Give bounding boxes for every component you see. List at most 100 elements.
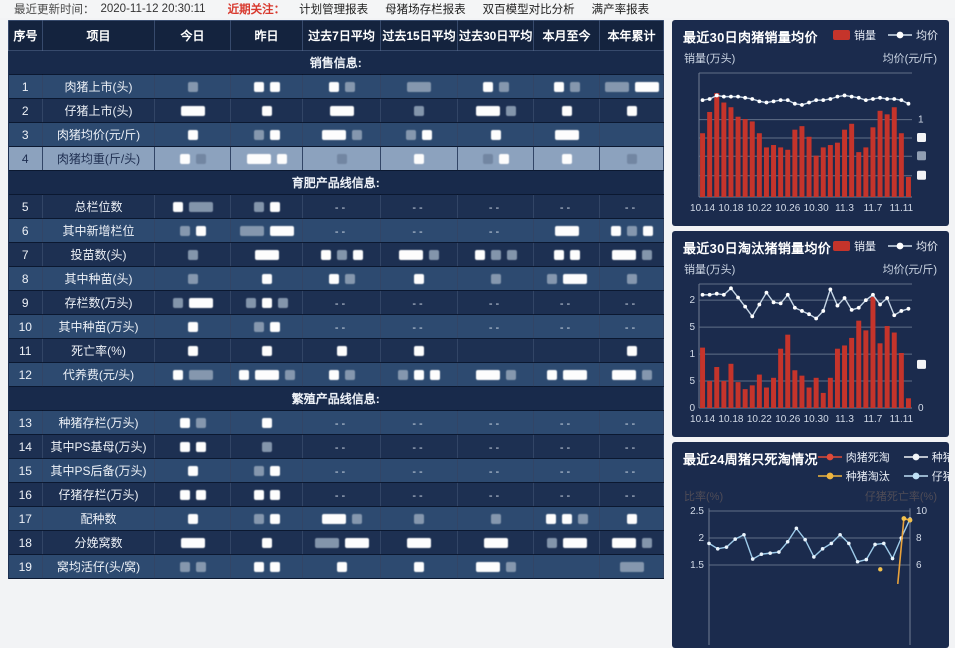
empty-value: -- bbox=[488, 465, 503, 478]
table-row-18[interactable]: 18 分娩窝数 bbox=[8, 530, 664, 555]
redacted-block bbox=[422, 130, 432, 141]
table-row-17[interactable]: 17 配种数 bbox=[8, 506, 664, 531]
table-row-13[interactable]: 13 种猪存栏(万头) -- -- -- -- -- bbox=[8, 410, 664, 435]
row-label: 其中种苗(万头) bbox=[42, 314, 155, 339]
empty-value: -- bbox=[412, 201, 426, 214]
data-cell bbox=[599, 146, 664, 171]
data-cell: -- bbox=[533, 458, 600, 483]
data-cell bbox=[380, 98, 458, 123]
empty-value: -- bbox=[624, 465, 639, 478]
redacted-block bbox=[635, 82, 659, 93]
table-row-15[interactable]: 15 其中PS后备(万头) -- -- -- -- -- bbox=[8, 458, 664, 483]
redacted-block bbox=[626, 154, 637, 165]
line-legend-icon bbox=[817, 472, 842, 480]
legend-item-均价[interactable]: 均价 bbox=[888, 238, 938, 254]
data-cell bbox=[380, 266, 458, 291]
legend-item-仔猪死亡[interactable]: 仔猪死亡 bbox=[903, 468, 949, 484]
data-cell: -- bbox=[302, 410, 381, 435]
row-label: 肉猪均重(斤/头) bbox=[42, 146, 155, 171]
table-row-7[interactable]: 7 投苗数(头) bbox=[8, 242, 664, 267]
top-link-2[interactable]: 双百模型对比分析 bbox=[482, 4, 575, 16]
table-row-5[interactable]: 5 总栏位数 -- -- -- -- -- bbox=[8, 194, 664, 219]
svg-text:10: 10 bbox=[916, 506, 928, 517]
empty-value: -- bbox=[412, 489, 426, 502]
legend-label: 均价 bbox=[916, 30, 938, 42]
table-row-3[interactable]: 3 肉猪均价(元/斤) bbox=[8, 122, 664, 147]
redacted-block bbox=[483, 538, 508, 549]
row-label: 仔猪上市(头) bbox=[42, 98, 155, 123]
svg-text:10.14: 10.14 bbox=[690, 414, 715, 425]
column-header-7: 本月至今 bbox=[533, 20, 600, 51]
top-link-1[interactable]: 母猪场存栏报表 bbox=[385, 4, 466, 16]
empty-value: -- bbox=[334, 441, 349, 454]
legend-item-销量[interactable]: 销量 bbox=[833, 238, 876, 254]
data-cell bbox=[154, 314, 231, 339]
redacted-block bbox=[414, 346, 424, 357]
data-cell: -- bbox=[533, 434, 600, 459]
panel-death-cull-24w: 最近24周猪只死淘情况 肉猪死淘 种猪死亡种猪淘汰 仔猪死亡 比率(%) 仔猪死亡率… bbox=[672, 442, 949, 648]
legend-item-种猪死亡[interactable]: 种猪死亡 bbox=[903, 449, 949, 465]
data-cell bbox=[380, 74, 458, 99]
data-cell: -- bbox=[457, 314, 534, 339]
redacted-block bbox=[188, 298, 213, 309]
data-cell: -- bbox=[457, 410, 534, 435]
redacted-block bbox=[475, 370, 500, 381]
svg-text:11.11: 11.11 bbox=[890, 414, 914, 425]
row-label: 其中种苗(头) bbox=[42, 266, 155, 291]
redacted-block bbox=[546, 274, 557, 285]
redacted-block bbox=[626, 514, 637, 525]
table-row-2[interactable]: 2 仔猪上市(头) bbox=[8, 98, 664, 123]
recent-focus-label: 近期关注： bbox=[227, 4, 286, 16]
legend-item-销量[interactable]: 销量 bbox=[833, 27, 876, 43]
redacted-block bbox=[414, 274, 424, 285]
redacted-block bbox=[180, 106, 205, 117]
redacted-block bbox=[336, 250, 347, 261]
redacted-block bbox=[253, 322, 264, 333]
redacted-block bbox=[172, 370, 183, 381]
top-link-3[interactable]: 满产率报表 bbox=[591, 4, 650, 16]
table-row-16[interactable]: 16 仔猪存栏(万头) -- -- -- -- -- bbox=[8, 482, 664, 507]
table-row-8[interactable]: 8 其中种苗(头) bbox=[8, 266, 664, 291]
legend-item-肉猪死淘[interactable]: 肉猪死淘 bbox=[817, 449, 890, 465]
row-index: 2 bbox=[8, 98, 43, 123]
table-row-19[interactable]: 19 窝均活仔(头/窝) bbox=[8, 554, 664, 579]
redacted-block bbox=[195, 226, 206, 237]
svg-text:2.5: 2.5 bbox=[690, 506, 704, 517]
empty-value: -- bbox=[559, 297, 574, 310]
table-row-9[interactable]: 9 存栏数(万头) -- -- -- -- -- bbox=[8, 290, 664, 315]
table-row-10[interactable]: 10 其中种苗(万头) -- -- -- -- -- bbox=[8, 314, 664, 339]
table-row-12[interactable]: 12 代养费(元/头) bbox=[8, 362, 664, 387]
data-cell: -- bbox=[380, 434, 458, 459]
legend-label: 肉猪死淘 bbox=[845, 452, 890, 464]
empty-value: -- bbox=[624, 321, 639, 334]
redacted-block bbox=[344, 274, 355, 285]
legend-item-均价[interactable]: 均价 bbox=[888, 27, 938, 43]
legend-item-种猪淘汰[interactable]: 种猪淘汰 bbox=[817, 468, 890, 484]
data-cell bbox=[599, 242, 664, 267]
redacted-block bbox=[577, 514, 588, 525]
column-header-6: 过去30日平均 bbox=[457, 20, 534, 51]
table-row-1[interactable]: 1 肉猪上市(头) bbox=[8, 74, 664, 99]
data-cell bbox=[599, 530, 664, 555]
data-cell: -- bbox=[380, 218, 458, 243]
table-row-6[interactable]: 6 其中新增栏位 -- -- -- bbox=[8, 218, 664, 243]
table-row-4[interactable]: 4 肉猪均重(斤/头) bbox=[8, 146, 664, 171]
top-link-0[interactable]: 计划管理报表 bbox=[299, 4, 369, 16]
data-cell bbox=[230, 530, 303, 555]
redacted-block bbox=[179, 442, 190, 453]
data-cell bbox=[457, 122, 534, 147]
data-cell bbox=[380, 506, 458, 531]
redacted-block bbox=[269, 130, 280, 141]
redacted-block bbox=[253, 202, 264, 213]
data-cell bbox=[380, 530, 458, 555]
empty-value: -- bbox=[334, 297, 349, 310]
svg-text:10.14: 10.14 bbox=[690, 203, 715, 214]
table-row-11[interactable]: 11 死亡率(%) bbox=[8, 338, 664, 363]
data-cell bbox=[302, 242, 381, 267]
column-header-2: 今日 bbox=[154, 20, 231, 51]
data-cell: -- bbox=[302, 194, 381, 219]
data-cell bbox=[533, 506, 600, 531]
table-row-14[interactable]: 14 其中PS基母(万头) -- -- -- -- -- bbox=[8, 434, 664, 459]
data-cell: -- bbox=[302, 458, 381, 483]
